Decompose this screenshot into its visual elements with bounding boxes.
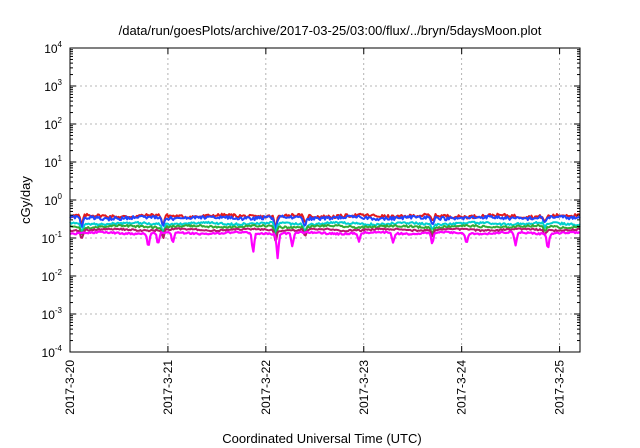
x-axis-label: Coordinated Universal Time (UTC) (222, 431, 421, 446)
x-tick-label: 2017-3-22 (259, 360, 273, 415)
y-tick-label: 10-3 (42, 306, 63, 322)
x-tick-label: 2017-3-24 (455, 360, 469, 415)
series-line (69, 227, 581, 242)
series-line (69, 230, 581, 260)
series-group (69, 212, 581, 260)
series-line (69, 214, 581, 232)
y-axis-label: cGy/day (18, 176, 33, 224)
x-tick-labels: 2017-3-20 2017-3-21 2017-3-22 2017-3-23 2017… (63, 360, 567, 415)
y-tick-label: 101 (44, 154, 62, 170)
series-line (69, 223, 581, 238)
chart-title: /data/run/goesPlots/archive/2017-03-25/0… (119, 23, 542, 38)
y-tick-label: 103 (44, 78, 62, 94)
y-tick-label: 10-4 (42, 344, 63, 360)
y-tick-label: 100 (44, 192, 62, 208)
y-tick-label: 102 (44, 116, 62, 132)
grid (70, 48, 580, 352)
y-tick-label: 104 (44, 40, 62, 56)
y-tick-labels: 104 103 102 101 100 10-1 10-2 10-3 10-4 (42, 40, 63, 360)
x-tick-label: 2017-3-20 (63, 360, 77, 415)
tick-marks (69, 47, 580, 353)
x-tick-label: 2017-3-23 (357, 360, 371, 415)
x-tick-label: 2017-3-25 (553, 360, 567, 415)
x-tick-label: 2017-3-21 (161, 360, 175, 415)
series-line (69, 220, 581, 236)
y-tick-label: 10-2 (42, 268, 63, 284)
y-tick-label: 10-1 (42, 230, 63, 246)
